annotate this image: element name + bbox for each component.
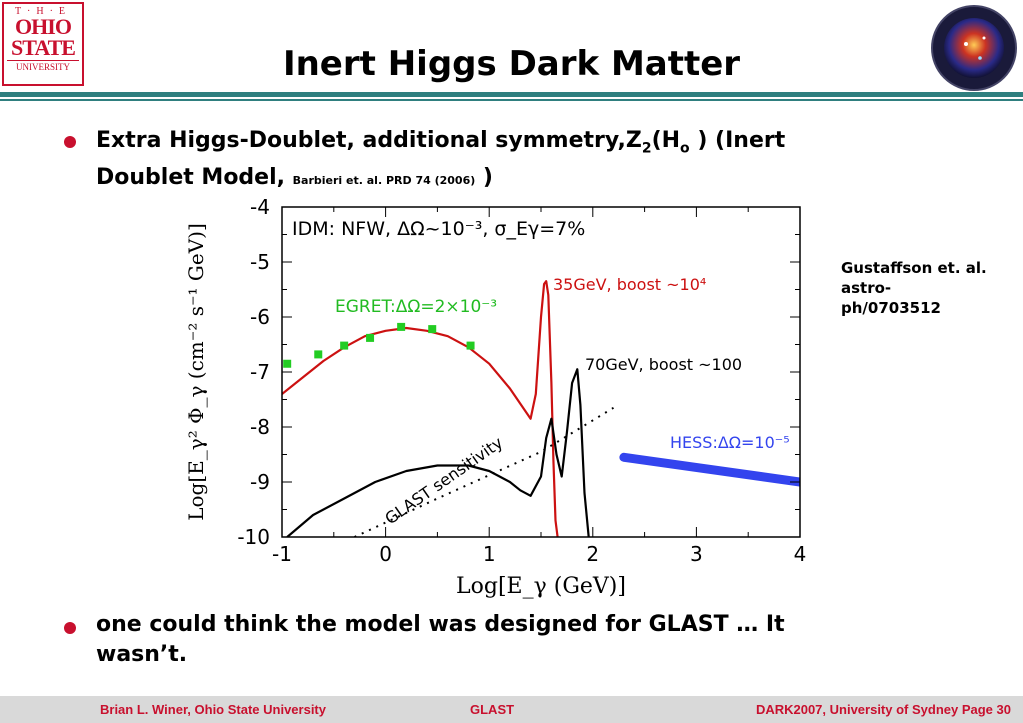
x-tick-label: 4 <box>794 542 807 566</box>
y-tick-label: -4 <box>250 195 270 219</box>
bullet1-part-c: ) (Inert <box>689 128 786 153</box>
y-tick-label: -7 <box>250 360 270 384</box>
note-line-1: Gustaffson et. al. <box>841 259 987 277</box>
footer-center: GLAST <box>470 702 515 717</box>
flux-chart: -1 0 1 2 3 4-4-5-6-7-8-9-10 IDM: NFW, ΔΩ~10⁻³… <box>175 195 815 605</box>
bullet2-line1: one could think the model was designed f… <box>96 612 785 637</box>
bullet1-close-paren: ) <box>475 165 493 191</box>
bullet2-line2: wasn’t. <box>96 642 188 667</box>
y-axis-label: Log[E_γ² Φ_γ (cm⁻² s⁻¹ GeV)] <box>184 223 208 521</box>
bullet-dot-1 <box>64 136 76 148</box>
bullet-text-2: one could think the model was designed f… <box>96 610 785 670</box>
footer-author: Brian L. Winer, Ohio State University <box>100 702 326 717</box>
series-egret-2-10-marker <box>340 341 349 350</box>
reference-note: Gustaffson et. al. astro- ph/0703512 <box>841 258 1011 318</box>
series-35gev-boost-10-label: 35GeV, boost ~10⁴ <box>553 275 706 294</box>
series-egret-2-10-marker <box>428 325 437 334</box>
series-egret-2-10-marker <box>397 322 406 331</box>
series-egret-2-10-marker <box>366 333 375 342</box>
series-70gev-boost-100-line <box>286 368 590 537</box>
x-tick-label: 3 <box>690 542 703 566</box>
header-rule-thin <box>0 99 1023 101</box>
bullet1-part-b: (H <box>651 128 681 153</box>
ohio-state-logo: T·H·E OHIO STATE UNIVERSITY <box>2 2 84 86</box>
note-line-3: ph/0703512 <box>841 299 941 317</box>
series-35gev-boost-10-line <box>282 280 559 537</box>
bullet-text-1: Extra Higgs-Doublet, additional symmetry… <box>96 126 785 196</box>
y-tick-label: -10 <box>237 525 270 549</box>
bullet1-line2: Doublet Model, <box>96 165 293 191</box>
bullet1-reference: Barbieri et. al. PRD 74 (2006) <box>292 174 476 188</box>
y-tick-label: -6 <box>250 305 270 329</box>
x-tick-label: -1 <box>272 542 292 566</box>
series-egret-2-10-marker <box>314 350 323 359</box>
glast-dark-matter-logo-icon <box>931 5 1017 91</box>
slide-title: Inert Higgs Dark Matter <box>282 44 741 84</box>
bullet1-sub-z: 2 <box>641 140 652 157</box>
series-egret-2-10-marker <box>466 341 475 350</box>
series-egret-2-10-label: EGRET:ΔΩ=2×10⁻³ <box>335 297 497 317</box>
header-rule-thick <box>0 92 1023 97</box>
series-hess-10-label: HESS:ΔΩ=10⁻⁵ <box>670 433 790 452</box>
x-tick-label: 2 <box>586 542 599 566</box>
series-70gev-boost-100-label: 70GeV, boost ~100 <box>585 355 742 374</box>
y-tick-label: -9 <box>250 470 270 494</box>
x-tick-label: 1 <box>483 542 496 566</box>
x-axis-label: Log[E_γ (GeV)] <box>456 574 626 599</box>
series-hess-10-line <box>619 452 800 487</box>
logo-ohio: OHIO <box>15 14 72 39</box>
bullet-dot-2 <box>64 622 76 634</box>
bullet1-sub-h: o <box>680 140 690 157</box>
footer-page: DARK2007, University of Sydney Page 30 <box>755 702 1011 717</box>
x-tick-label: 0 <box>379 542 392 566</box>
footer-bar: Brian L. Winer, Ohio State University GL… <box>0 696 1023 723</box>
annotation-idm: IDM: NFW, ΔΩ~10⁻³, σ_Eγ=7% <box>292 218 585 240</box>
series-egret-2-10-marker <box>283 359 292 368</box>
logo-state: STATE <box>11 35 76 60</box>
y-tick-label: -5 <box>250 250 270 274</box>
y-tick-label: -8 <box>250 415 270 439</box>
note-line-2: astro- <box>841 279 892 297</box>
logo-the: T·H·E <box>14 6 72 17</box>
bullet1-part-a: Extra Higgs-Doublet, additional symmetry… <box>96 128 642 153</box>
logo-university: UNIVERSITY <box>7 60 79 72</box>
